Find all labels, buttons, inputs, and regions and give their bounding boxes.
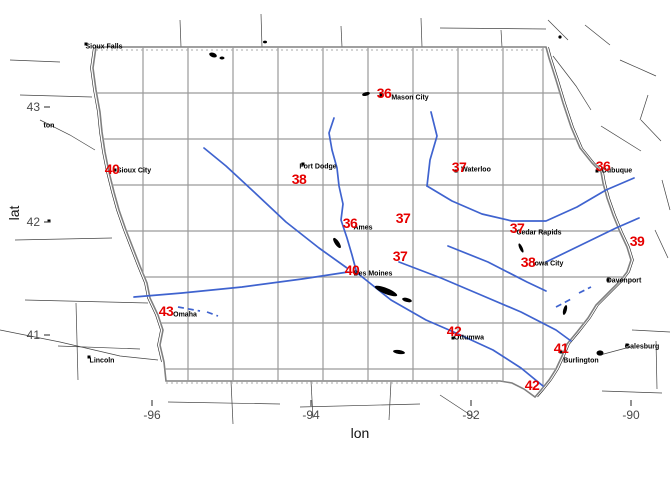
x-axis-title: lon — [350, 425, 370, 441]
context-boundary-line — [655, 340, 658, 390]
city-marker — [595, 169, 599, 173]
city-marker — [301, 162, 305, 166]
context-boundary-line — [14, 237, 113, 241]
city-marker — [606, 278, 610, 282]
lake-shape — [362, 91, 370, 97]
lake-shape — [558, 35, 562, 39]
lake-shape — [596, 350, 604, 356]
river-line — [203, 147, 348, 269]
context-boundary-line — [230, 380, 234, 425]
context-boundary-line — [639, 94, 649, 121]
context-boundary-line — [420, 17, 423, 48]
context-boundary-line — [661, 179, 671, 211]
city-marker — [47, 219, 51, 223]
river-line — [133, 271, 349, 298]
city-marker — [625, 343, 629, 347]
iowa-state-border — [92, 46, 632, 399]
context-boundary-line — [0, 329, 159, 361]
city-marker — [454, 169, 458, 173]
mississippi-river-line — [537, 46, 634, 398]
river-dashed-segment — [555, 297, 574, 308]
context-boundary-line — [599, 346, 631, 356]
context-boundary-line — [547, 19, 569, 41]
context-boundary-line — [552, 55, 592, 111]
city-marker — [113, 168, 117, 172]
context-boundary-line — [310, 380, 314, 419]
lake-shape — [402, 297, 412, 303]
river-line — [426, 111, 438, 187]
lake-shape — [219, 56, 225, 60]
context-boundary-line — [631, 329, 671, 333]
context-boundary-line — [619, 59, 657, 77]
context-boundary-line — [39, 119, 96, 151]
city-marker — [559, 350, 563, 354]
context-boundary-line — [654, 229, 669, 259]
context-boundary-line — [340, 25, 343, 48]
context-boundary-line — [500, 29, 503, 48]
context-boundary-line — [75, 302, 79, 381]
river-dashed-segment — [578, 286, 592, 294]
context-boundary-line — [439, 394, 476, 419]
context-boundary-line — [260, 13, 263, 48]
context-boundary-line — [439, 27, 547, 30]
river-dashed-segment — [177, 306, 201, 312]
lake-shape — [518, 243, 524, 253]
river-line — [355, 271, 544, 387]
y-axis-title: lat — [6, 205, 22, 221]
lake-shape — [209, 52, 217, 58]
context-boundary-line — [167, 401, 281, 405]
missouri-river-line — [90, 46, 162, 363]
context-boundary-line — [601, 390, 663, 394]
city-marker — [451, 336, 455, 340]
lake-shape — [562, 305, 568, 315]
context-boundary-line — [299, 403, 421, 408]
city-marker — [87, 355, 91, 359]
river-line — [545, 217, 640, 263]
context-boundary-line — [179, 19, 182, 48]
lake-shape — [374, 285, 398, 297]
context-boundary-line — [640, 119, 662, 142]
context-boundary-line — [584, 24, 611, 46]
city-marker — [354, 272, 358, 276]
river-dashed-segment — [206, 311, 219, 317]
lake-shape — [263, 40, 267, 44]
context-boundary-line — [600, 125, 642, 152]
city-marker — [84, 42, 88, 46]
context-boundary-line — [57, 345, 141, 350]
context-boundary-line — [388, 381, 392, 421]
river-line — [447, 245, 547, 292]
city-marker — [379, 93, 383, 97]
lake-shape — [393, 349, 405, 355]
river-line — [328, 117, 357, 271]
river-line — [398, 261, 572, 342]
context-boundary-line — [9, 59, 61, 63]
lake-shape — [333, 237, 341, 249]
river-line — [426, 177, 635, 222]
context-boundary-line — [19, 94, 93, 98]
context-boundary-line — [24, 299, 149, 304]
